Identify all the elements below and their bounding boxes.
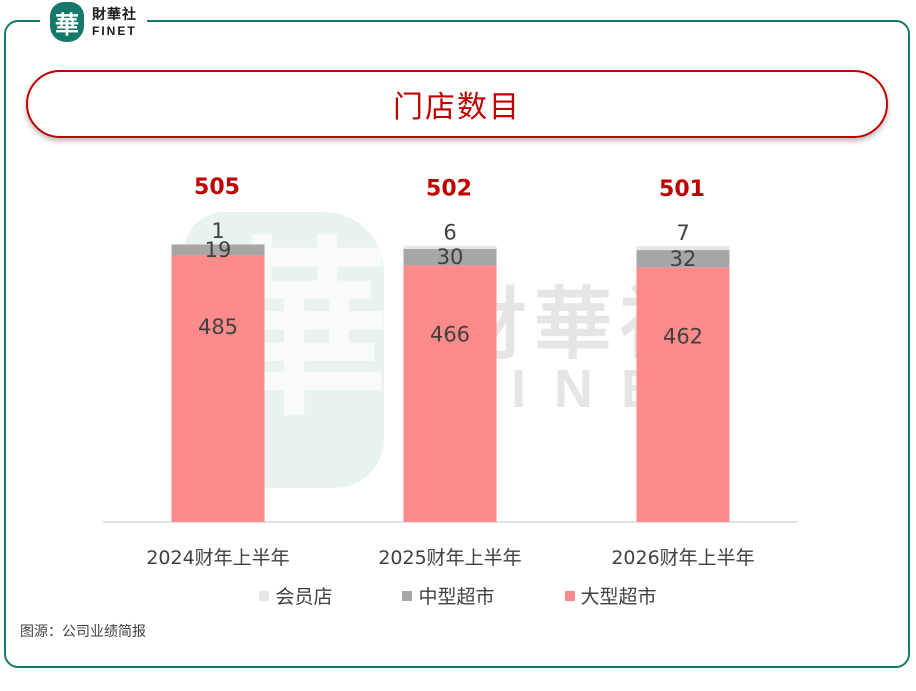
category-label-0: 2024财年上半年: [146, 547, 289, 569]
bar-segment-2-2: [636, 246, 730, 251]
title-banner: 门店数目: [26, 70, 888, 138]
legend-label-mid-supermarket: 中型超市: [418, 586, 495, 608]
legend-item-member-store: 会员店: [259, 582, 332, 609]
data-label-mid-2: 32: [670, 247, 697, 271]
total-label-1: 502: [426, 177, 472, 202]
legend-item-mid-supermarket: 中型超市: [402, 582, 495, 609]
logo-en: FINET: [92, 23, 137, 38]
legend-label-hypermarket: 大型超市: [580, 586, 657, 608]
bar-segment-1-2: [636, 250, 730, 268]
bar-segment-0-1: [403, 265, 497, 522]
legend: 会员店 中型超市 大型超市: [0, 582, 916, 609]
data-label-member-2: 7: [676, 221, 689, 245]
source-note: 图源：公司业绩简报: [20, 624, 146, 640]
data-label-mid-1: 30: [437, 245, 464, 269]
total-label-2: 501: [659, 177, 705, 202]
bar-segment-1-0: [171, 244, 265, 256]
data-label-hypermarket-2: 462: [663, 324, 703, 348]
logo-cn: 財華社: [92, 6, 137, 23]
total-label-0: 505: [194, 175, 240, 200]
bar-segment-2-1: [403, 245, 497, 249]
legend-swatch-member-store: [259, 590, 270, 601]
finet-logo: 華 財華社 FINET: [40, 0, 147, 44]
frame-border: [4, 20, 910, 668]
data-label-member-0: 1: [211, 219, 224, 243]
bar-segment-2-0: [171, 243, 265, 245]
bar-segment-0-2: [636, 267, 730, 522]
bar-segment-1-1: [403, 248, 497, 266]
legend-item-hypermarket: 大型超市: [564, 582, 657, 609]
logo-badge: 華: [50, 2, 84, 42]
bar-segment-0-0: [171, 255, 265, 522]
data-label-hypermarket-1: 466: [430, 323, 470, 347]
legend-swatch-hypermarket: [564, 590, 575, 601]
legend-swatch-mid-supermarket: [402, 590, 413, 601]
category-label-2: 2026财年上半年: [611, 547, 754, 569]
category-label-1: 2025财年上半年: [378, 547, 521, 569]
data-label-member-1: 6: [443, 221, 456, 245]
data-label-mid-0: 19: [205, 238, 232, 262]
data-label-hypermarket-0: 485: [198, 315, 238, 339]
chart-title: 门店数目: [393, 90, 521, 125]
logo-text: 財華社 FINET: [92, 8, 137, 37]
legend-label-member-store: 会员店: [275, 586, 333, 608]
